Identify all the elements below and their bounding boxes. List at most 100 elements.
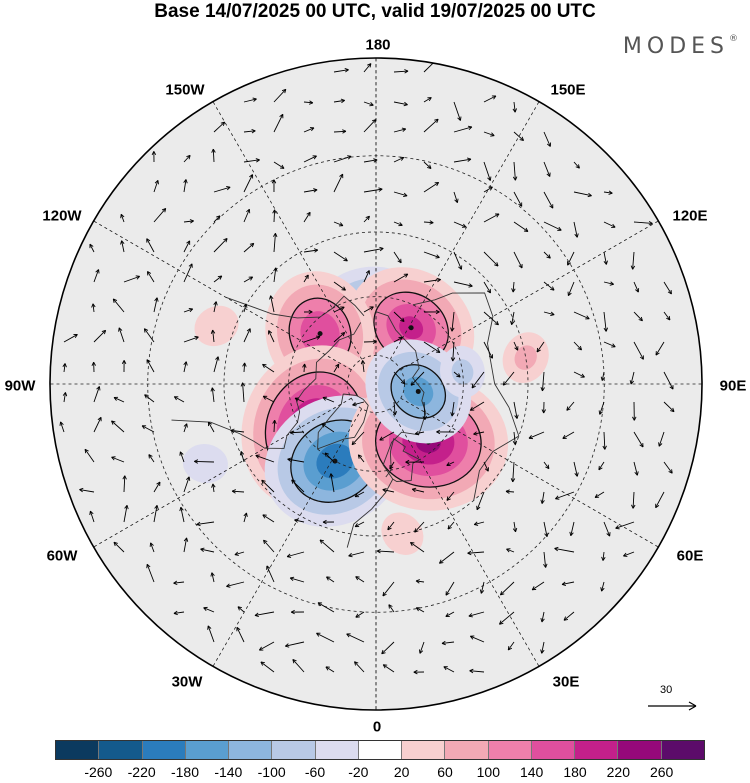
wind-arrow <box>543 311 555 316</box>
wind-arrow <box>423 118 439 133</box>
wind-arrow <box>483 213 500 223</box>
wind-arrow <box>389 461 395 470</box>
wind-arrow <box>351 431 365 446</box>
wind-arrow <box>118 327 125 343</box>
wind-arrow <box>111 420 125 433</box>
wind-arrow <box>303 248 319 253</box>
wind-arrow <box>562 431 575 439</box>
wind-arrow <box>513 221 529 232</box>
wind-arrow <box>333 251 348 262</box>
wind-arrow <box>151 151 157 163</box>
colorbar-swatch <box>99 741 143 759</box>
wind-arrow <box>594 491 605 498</box>
wind-arrow <box>121 360 127 373</box>
wind-arrow <box>483 251 499 267</box>
wind-arrow <box>286 551 305 558</box>
wind-arrow <box>287 457 305 463</box>
wind-arrow <box>333 173 344 193</box>
wind-arrow <box>469 401 485 411</box>
wind-arrow <box>62 363 67 373</box>
wind-arrow <box>111 456 125 463</box>
wind-arrow <box>120 240 125 253</box>
meridian-line <box>400 397 659 548</box>
wind-arrow <box>512 431 518 445</box>
wind-arrow <box>413 669 425 675</box>
wind-arrow <box>113 396 125 403</box>
wind-arrow <box>543 551 548 568</box>
wind-arrow <box>573 311 590 320</box>
wind-arrow <box>573 461 579 477</box>
wind-arrow <box>483 311 499 326</box>
wind-arrow <box>513 401 519 419</box>
wind-arrow <box>153 505 159 523</box>
wind-arrow <box>467 550 485 556</box>
wind-arrow <box>387 521 395 531</box>
wind-arrow <box>631 491 636 509</box>
wind-arrow <box>268 330 275 343</box>
label-lon-90e: 90E <box>719 377 747 395</box>
wind-arrow <box>183 179 188 193</box>
wind-arrow <box>262 395 275 403</box>
wind-arrow <box>302 363 307 373</box>
wind-arrow <box>623 551 635 557</box>
wind-arrow <box>473 431 485 436</box>
wind-arrow <box>663 371 674 390</box>
wind-arrow <box>663 401 675 413</box>
wind-arrow <box>269 295 275 313</box>
wind-arrow <box>243 512 248 523</box>
wind-arrow <box>258 641 275 651</box>
wind-arrow <box>410 541 425 553</box>
wind-arrow <box>363 187 383 193</box>
wind-arrow <box>254 611 275 618</box>
colorbar-tick-label: -140 <box>214 764 243 780</box>
wind-arrow <box>91 361 96 373</box>
wind-arrow <box>450 401 455 417</box>
wind-arrow <box>363 246 384 253</box>
wind-arrow <box>663 311 671 321</box>
wind-arrow <box>93 329 107 343</box>
wind-arrow <box>243 303 248 313</box>
wind-arrow <box>633 431 644 448</box>
wind-arrow <box>543 131 552 147</box>
wind-arrow <box>388 604 395 613</box>
wind-arrow <box>363 339 377 344</box>
wind-arrow <box>183 240 191 253</box>
wind-arrow <box>600 581 605 592</box>
colorbar-swatch <box>661 741 704 759</box>
colorbar-swatch <box>575 741 619 759</box>
wind-arrow <box>393 101 408 107</box>
wind-arrow <box>633 341 644 360</box>
colorbar-swatch <box>142 741 186 759</box>
wind-arrow <box>226 581 245 588</box>
wind-arrow <box>303 127 315 133</box>
wind-arrow <box>326 576 335 583</box>
wind-arrow <box>393 336 403 343</box>
wind-arrow <box>91 303 96 313</box>
colorbar-tick-label: -260 <box>84 764 113 780</box>
wind-arrow <box>382 581 395 597</box>
wind-arrow <box>512 161 518 181</box>
wind-arrow <box>260 661 275 673</box>
colorbar-tick-label: 100 <box>476 764 501 780</box>
wind-arrow <box>512 521 518 533</box>
wind-arrow <box>59 421 65 433</box>
wind-arrow <box>113 541 125 553</box>
anomaly-center-marker <box>332 458 338 464</box>
wind-arrow <box>414 521 425 533</box>
wind-arrow <box>655 341 665 356</box>
wind-arrow <box>273 161 285 169</box>
wind-arrow <box>483 161 492 181</box>
wind-arrow <box>441 640 455 646</box>
wind-arrow <box>415 579 425 584</box>
wind-arrow <box>414 430 425 436</box>
wind-arrow <box>183 154 191 163</box>
wind-arrow <box>663 281 672 295</box>
colorbar-swatch <box>618 741 662 759</box>
label-lon-150w: 150W <box>165 81 205 99</box>
wind-arrow <box>476 491 485 511</box>
wind-arrow <box>393 221 403 227</box>
colorbar-tick-label: -180 <box>170 764 200 780</box>
wind-arrow <box>93 269 100 283</box>
wind-arrow <box>543 221 562 231</box>
wind-arrow <box>303 100 314 105</box>
